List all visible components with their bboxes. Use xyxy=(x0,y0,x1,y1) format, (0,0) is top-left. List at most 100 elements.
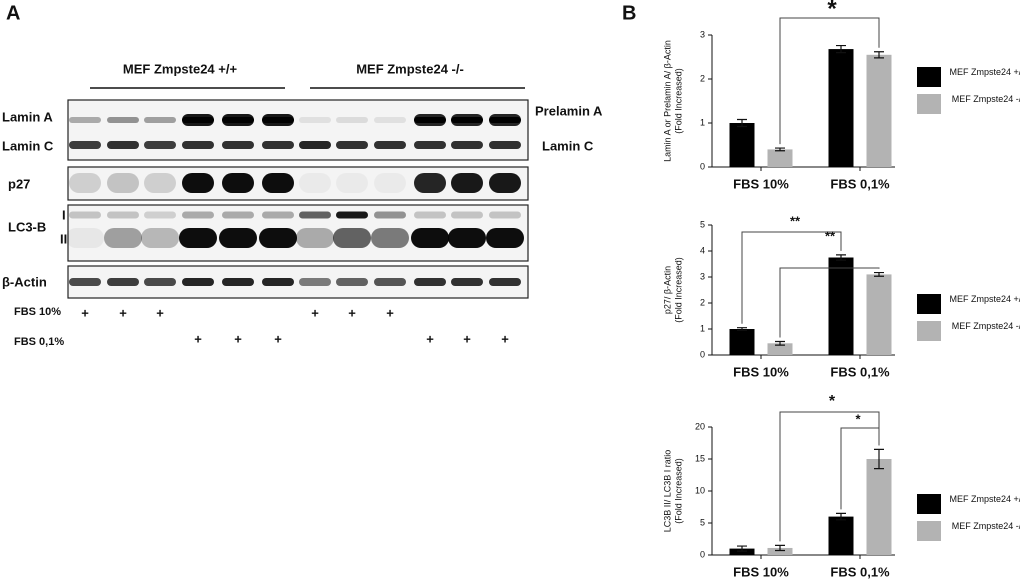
blot-band xyxy=(489,173,521,193)
blot-band xyxy=(222,173,254,193)
legend-swatch xyxy=(917,294,941,314)
y-tick-label: 5 xyxy=(700,517,705,527)
blot-band xyxy=(374,211,406,219)
x-tick-label: FBS 10% xyxy=(733,176,789,191)
legend-swatch xyxy=(917,94,941,114)
blot-band xyxy=(451,114,483,126)
legend-swatch xyxy=(917,494,941,514)
blot-band xyxy=(299,278,331,286)
panel-label: A xyxy=(6,2,20,24)
blot-band xyxy=(451,211,483,219)
blot-band xyxy=(69,141,101,149)
error-bar xyxy=(775,147,785,152)
error-bar xyxy=(737,118,747,128)
blot-band xyxy=(486,228,524,248)
y-axis-label: LC3B II/ LC3B I ratio xyxy=(662,450,672,533)
significance-label: ** xyxy=(790,213,801,228)
bar xyxy=(866,274,892,355)
legend-label: MEF Zmpste24 +/+ xyxy=(949,67,1020,77)
legend-label: MEF Zmpste24 -/- xyxy=(951,321,1020,331)
legend-swatch xyxy=(917,67,941,87)
bar xyxy=(767,547,793,555)
blot-band xyxy=(182,211,214,219)
blot-band xyxy=(414,114,446,126)
blot-band xyxy=(222,211,254,219)
legend-label: MEF Zmpste24 +/+ xyxy=(949,494,1020,504)
row-label: LC3-B xyxy=(8,219,46,234)
error-bar xyxy=(836,512,846,521)
significance-bracket xyxy=(779,17,880,145)
legend-label: MEF Zmpste24 +/+ xyxy=(949,294,1020,304)
y-axis-label: (Fold Increased) xyxy=(673,458,683,524)
blot-band xyxy=(489,114,521,126)
blot-band xyxy=(182,173,214,193)
row-label-right: Lamin C xyxy=(542,138,594,153)
bar xyxy=(767,343,793,355)
row-label: p27 xyxy=(8,176,30,191)
blot-band xyxy=(219,228,257,248)
y-axis-label: p27/ β-Actin xyxy=(662,266,672,314)
blot-band xyxy=(144,211,176,219)
bar xyxy=(866,459,892,555)
treatment-mark: + xyxy=(156,305,164,320)
error-bar xyxy=(874,448,884,470)
panel-label: B xyxy=(622,2,636,24)
y-tick-label: 0 xyxy=(700,349,705,359)
blot-band xyxy=(69,117,101,123)
blot-band xyxy=(336,278,368,286)
y-tick-label: 5 xyxy=(700,219,705,229)
blot-band xyxy=(107,211,139,219)
blot-band xyxy=(296,228,334,248)
x-tick-label: FBS 10% xyxy=(733,364,789,379)
treatment-mark: + xyxy=(386,305,394,320)
y-axis-label: (Fold Increased) xyxy=(673,68,683,134)
y-tick-label: 2 xyxy=(700,73,705,83)
blot-band xyxy=(104,228,142,248)
error-bar xyxy=(775,340,785,346)
blot-band xyxy=(66,228,104,248)
blot-band xyxy=(333,228,371,248)
blot-band xyxy=(299,211,331,219)
significance-bracket xyxy=(840,427,880,510)
row-label: I xyxy=(62,207,66,222)
blot-band xyxy=(107,173,139,193)
row-label: β-Actin xyxy=(2,274,47,289)
row-label-right: Prelamin A xyxy=(535,103,603,118)
significance-label: * xyxy=(827,0,837,22)
y-tick-label: 1 xyxy=(700,117,705,127)
error-bar xyxy=(737,327,747,331)
bar xyxy=(767,149,793,167)
error-bar xyxy=(874,271,884,277)
y-axis-label: Lamin A or Prelamin A/ β-Actin xyxy=(662,40,672,162)
blot-band xyxy=(414,141,446,149)
error-bar xyxy=(836,254,846,261)
blot-band xyxy=(489,278,521,286)
blot-band xyxy=(144,141,176,149)
treatment-mark: + xyxy=(463,331,471,346)
blot-band xyxy=(262,173,294,193)
bar xyxy=(828,516,854,555)
treatment-mark: + xyxy=(501,331,509,346)
blot-band xyxy=(299,141,331,149)
blot-band xyxy=(299,117,331,123)
blot-band xyxy=(182,141,214,149)
y-tick-label: 4 xyxy=(700,245,705,255)
significance-bracket xyxy=(779,267,880,338)
blot-band xyxy=(374,278,406,286)
x-tick-label: FBS 10% xyxy=(733,564,789,579)
row-label: Lamin C xyxy=(2,138,54,153)
y-tick-label: 3 xyxy=(700,271,705,281)
x-tick-label: FBS 0,1% xyxy=(830,176,890,191)
treatment-mark: + xyxy=(194,331,202,346)
error-bar xyxy=(775,544,785,552)
blot-band xyxy=(182,278,214,286)
blot-band xyxy=(451,141,483,149)
blot-band xyxy=(451,173,483,193)
blot-band xyxy=(144,173,176,193)
y-tick-label: 15 xyxy=(695,453,705,463)
treatment-mark: + xyxy=(426,331,434,346)
blot-band xyxy=(451,278,483,286)
y-tick-label: 3 xyxy=(700,29,705,39)
blot-band xyxy=(144,278,176,286)
treatment-mark: + xyxy=(274,331,282,346)
